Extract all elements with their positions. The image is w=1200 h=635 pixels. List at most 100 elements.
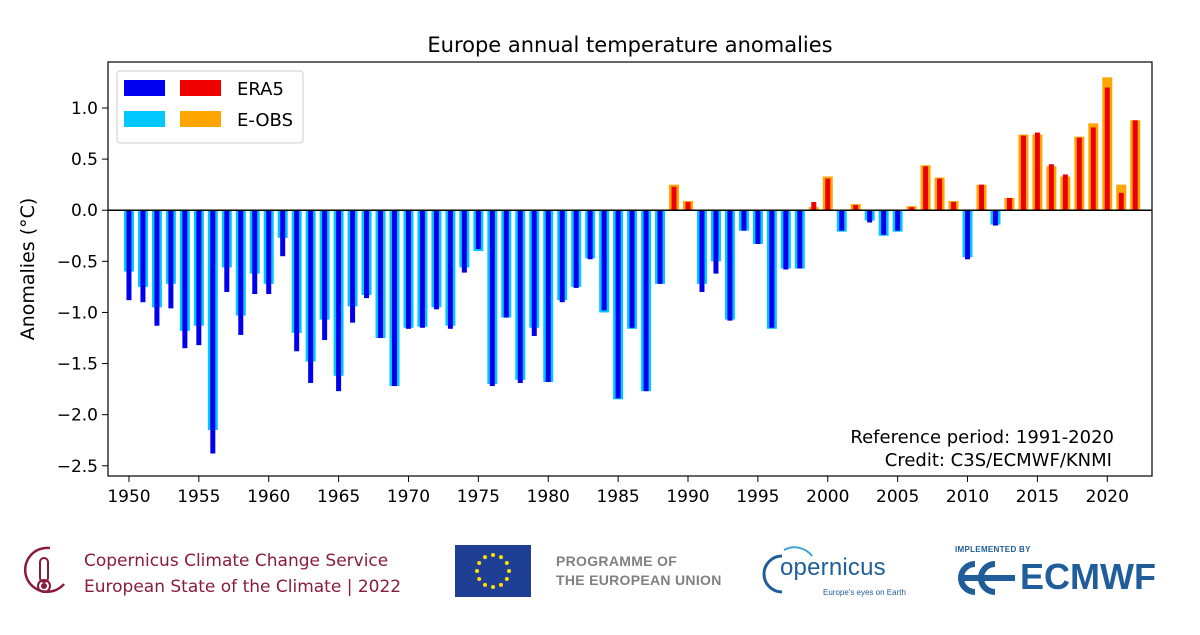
bar-era5-2019: [1090, 127, 1096, 211]
x-tick-label: 1960: [247, 487, 290, 507]
bar-era5-1973: [447, 210, 453, 329]
eu-star: [483, 582, 487, 587]
bar-era5-1966: [350, 210, 356, 323]
bar-era5-1958: [238, 210, 244, 335]
bar-era5-2013: [1006, 197, 1012, 211]
bar-era5-1976: [489, 210, 495, 387]
bar-era5-1999: [811, 202, 817, 211]
legend-swatch-era5-positive: [180, 80, 221, 96]
eu-line-2: THE EUROPEAN UNION: [556, 572, 722, 588]
bar-era5-1998: [797, 210, 803, 269]
bar-era5-1990: [685, 202, 691, 211]
legend: ERA5 E-OBS: [116, 70, 304, 144]
x-tick-label: 2020: [1086, 487, 1129, 507]
c3s-text: Copernicus Climate Change Service Europe…: [84, 548, 401, 600]
eu-star: [504, 577, 509, 581]
reference-period-note: Reference period: 1991-2020: [850, 427, 1114, 448]
bar-era5-2009: [951, 202, 957, 211]
bar-era5-1954: [182, 210, 188, 349]
bar-era5-2003: [867, 210, 873, 223]
eu-star: [491, 585, 495, 589]
bar-era5-2014: [1020, 135, 1026, 211]
bar-era5-1982: [573, 210, 579, 288]
bar-era5-2006: [909, 207, 915, 211]
eu-star: [477, 561, 482, 565]
bar-era5-2000: [825, 178, 831, 211]
bar-era5-1974: [461, 210, 467, 273]
x-tick-label: 1965: [317, 487, 360, 507]
x-tick-label: 1985: [596, 487, 639, 507]
bar-era5-1952: [154, 210, 160, 326]
bar-era5-2020: [1104, 87, 1110, 211]
bar-era5-1978: [517, 210, 523, 383]
bar-era5-2018: [1076, 137, 1082, 211]
bar-era5-1980: [545, 210, 551, 382]
legend-label-era5: ERA5: [237, 79, 284, 100]
x-tick-label: 2005: [876, 487, 919, 507]
bar-era5-1962: [294, 210, 300, 352]
bar-era5-1960: [266, 210, 272, 295]
x-tick-label: 1970: [387, 487, 430, 507]
bar-era5-1970: [405, 210, 411, 329]
eu-star: [475, 569, 479, 573]
x-tick-label: 1995: [736, 487, 779, 507]
bar-era5-2002: [853, 205, 859, 211]
plot-area: −2.5 −2.0 −1.5 −1.0 −0.5 0.0 0.5 1.0 1950 1955 196…: [57, 77, 1152, 507]
bar-era5-1995: [755, 210, 761, 244]
bar-era5-2011: [978, 184, 984, 211]
legend-swatch-era5-negative: [124, 80, 165, 96]
y-tick-label: 0.0: [71, 201, 98, 221]
x-tick-label: 2010: [946, 487, 989, 507]
x-tick-label: 2015: [1016, 487, 1059, 507]
bar-era5-1956: [210, 210, 216, 454]
x-tick-label: 1990: [666, 487, 709, 507]
eu-star: [491, 553, 495, 557]
legend-swatch-eobs-positive: [180, 111, 221, 127]
bar-era5-2016: [1048, 164, 1054, 211]
bar-era5-1975: [475, 210, 481, 250]
eu-star: [499, 555, 503, 560]
bar-era5-2008: [937, 178, 943, 211]
bar-era5-1950: [126, 210, 132, 301]
x-tick-label: 1980: [527, 487, 570, 507]
bar-era5-1971: [419, 210, 425, 328]
y-tick-label: 0.5: [71, 150, 98, 170]
credit-note: Credit: C3S/ECMWF/KNMI: [885, 450, 1112, 471]
bar-era5-1987: [643, 210, 649, 392]
bar-era5-1983: [587, 210, 593, 260]
bar-era5-1959: [252, 210, 258, 295]
eu-star: [507, 569, 511, 573]
x-tick-label: 1975: [457, 487, 500, 507]
eu-star: [504, 561, 509, 565]
bar-era5-2005: [895, 210, 901, 231]
bar-era5-1969: [392, 210, 398, 387]
bar-era5-1955: [196, 210, 202, 346]
copernicus-logo-icon: [762, 546, 813, 594]
bar-era5-1986: [629, 210, 635, 328]
bar-era5-2012: [992, 210, 998, 226]
eu-star: [483, 555, 487, 560]
bar-era5-1972: [433, 210, 439, 310]
legend-label-eobs: E-OBS: [237, 110, 293, 131]
footer-logos: Copernicus Climate Change Service Europe…: [0, 530, 1200, 635]
bar-era5-1961: [280, 210, 286, 257]
bar-era5-1963: [308, 210, 314, 383]
bar-era5-2007: [923, 166, 929, 211]
y-tick-label: −1.0: [57, 303, 98, 323]
eu-star: [477, 577, 482, 581]
bar-era5-1996: [769, 210, 775, 328]
bar-era5-1965: [336, 210, 342, 392]
ecmwf-logo-icon: [958, 561, 1015, 595]
bar-era5-1964: [322, 210, 328, 341]
bar-era5-2010: [965, 210, 971, 260]
bar-era5-2021: [1118, 192, 1124, 211]
bar-era5-1997: [783, 210, 789, 270]
bar-era5-1981: [559, 210, 565, 303]
chart-title: Europe annual temperature anomalies: [427, 33, 832, 57]
eu-flag-icon: [455, 545, 531, 597]
bar-era5-1967: [364, 210, 370, 299]
bar-era5-1951: [140, 210, 146, 303]
bar-era5-1984: [601, 210, 607, 311]
x-tick-label: 2000: [806, 487, 849, 507]
bar-era5-1985: [615, 210, 621, 399]
